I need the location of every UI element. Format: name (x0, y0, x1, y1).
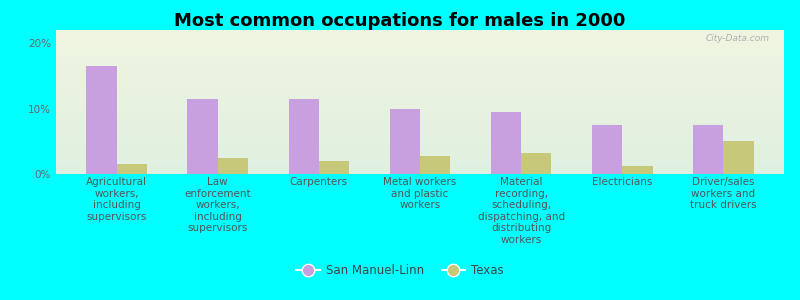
Text: Law
enforcement
workers,
including
supervisors: Law enforcement workers, including super… (185, 177, 251, 233)
Bar (289, 99, 319, 174)
Legend: San Manuel-Linn, Texas: San Manuel-Linn, Texas (291, 260, 509, 282)
Text: Most common occupations for males in 2000: Most common occupations for males in 200… (174, 12, 626, 30)
Bar (86, 66, 117, 174)
Bar (390, 109, 420, 174)
Bar (319, 161, 350, 174)
Bar (420, 156, 450, 174)
Bar (117, 164, 147, 174)
Bar (592, 125, 622, 174)
Text: Material
recording,
scheduling,
dispatching, and
distributing
workers: Material recording, scheduling, dispatch… (478, 177, 565, 245)
Bar (490, 112, 521, 174)
Text: Carpenters: Carpenters (290, 177, 348, 187)
Text: Agricultural
workers,
including
supervisors: Agricultural workers, including supervis… (86, 177, 147, 222)
Bar (723, 141, 754, 174)
Text: City-Data.com: City-Data.com (706, 34, 770, 43)
Text: Metal workers
and plastic
workers: Metal workers and plastic workers (383, 177, 457, 210)
Bar (521, 153, 551, 174)
Bar (187, 99, 218, 174)
Bar (218, 158, 248, 174)
Text: Driver/sales
workers and
truck drivers: Driver/sales workers and truck drivers (690, 177, 757, 210)
Bar (693, 125, 723, 174)
Bar (622, 166, 653, 174)
Text: Electricians: Electricians (592, 177, 653, 187)
